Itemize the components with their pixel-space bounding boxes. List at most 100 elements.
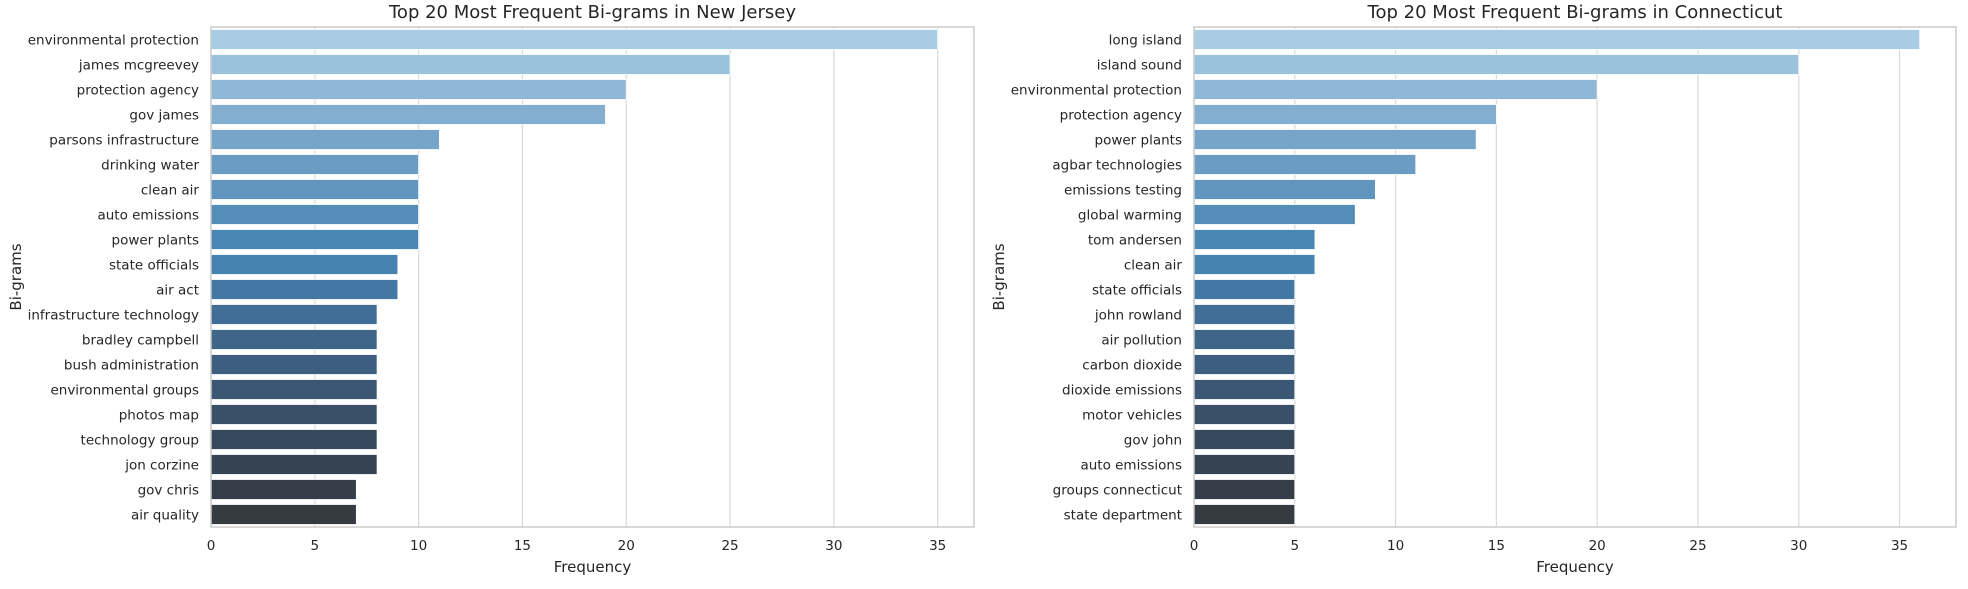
y-tick-label: parsons infrastructure <box>49 133 199 149</box>
y-tick-label: gov james <box>129 108 199 124</box>
x-tick-label: 25 <box>721 538 738 554</box>
bar <box>1193 279 1296 300</box>
x-tick-label: 15 <box>514 538 531 554</box>
y-axis-label: Bi-grams <box>990 243 1008 310</box>
bar <box>1193 29 1921 50</box>
bar <box>1193 229 1316 250</box>
y-tick-label: agbar technologies <box>1052 158 1182 174</box>
x-tick-label: 35 <box>929 538 946 554</box>
bar <box>1193 379 1296 400</box>
y-tick-label: gov john <box>1124 433 1182 449</box>
bar <box>1193 404 1296 425</box>
bar <box>210 404 378 425</box>
y-axis-label: Bi-grams <box>7 243 25 310</box>
x-tick-label: 10 <box>1387 538 1404 554</box>
bar <box>210 329 378 350</box>
bar <box>1193 329 1296 350</box>
x-tick-label: 15 <box>1488 538 1505 554</box>
bar <box>1193 429 1296 450</box>
x-tick-label: 35 <box>1891 538 1908 554</box>
x-tick-label: 0 <box>207 538 216 554</box>
y-tick-label: tom andersen <box>1088 233 1182 249</box>
x-axis-label: Frequency <box>1536 558 1614 576</box>
x-tick-label: 0 <box>1190 538 1199 554</box>
y-tick-label: island sound <box>1097 58 1182 74</box>
y-tick-label: state officials <box>109 258 199 274</box>
y-tick-label: protection agency <box>1060 108 1182 124</box>
bar <box>1193 179 1376 200</box>
x-tick-label: 20 <box>1589 538 1606 554</box>
bar <box>210 454 378 475</box>
chart-nj: environmental protection james mcgreevey p… <box>7 2 975 576</box>
y-tick-label: photos map <box>119 408 199 424</box>
bar <box>210 479 357 500</box>
bar <box>1193 454 1296 475</box>
y-tick-label: emissions testing <box>1064 183 1182 199</box>
bar <box>210 104 606 125</box>
y-tick-label: global warming <box>1078 208 1182 224</box>
y-tick-label: james mcgreevey <box>78 58 199 74</box>
plot-frame <box>210 26 975 528</box>
y-tick-label: long island <box>1109 33 1182 49</box>
y-tick-label: state officials <box>1092 283 1182 299</box>
y-tick-label: protection agency <box>77 83 199 99</box>
bar <box>1193 304 1296 325</box>
bar <box>210 429 378 450</box>
bar <box>1193 354 1296 375</box>
x-tick-label: 10 <box>410 538 427 554</box>
y-tick-label: auto emissions <box>97 208 199 224</box>
bar <box>210 504 357 525</box>
bar <box>210 54 731 75</box>
bar <box>210 304 378 325</box>
y-tick-label: carbon dioxide <box>1082 358 1182 374</box>
y-tick-label: air act <box>156 283 199 299</box>
y-tick-label: state department <box>1064 508 1182 524</box>
bar <box>210 354 378 375</box>
x-tick-label: 30 <box>825 538 842 554</box>
y-tick-label: auto emissions <box>1080 458 1182 474</box>
y-tick-label: environmental protection <box>28 33 199 49</box>
x-tick-label: 25 <box>1689 538 1706 554</box>
bar <box>1193 479 1296 500</box>
bar <box>210 129 440 150</box>
bar <box>1193 129 1477 150</box>
bar <box>210 179 420 200</box>
y-tick-label: bush administration <box>64 358 199 374</box>
y-tick-label: environmental protection <box>1011 83 1182 99</box>
y-tick-label: drinking water <box>101 158 199 174</box>
bar <box>1193 104 1497 125</box>
bar <box>210 379 378 400</box>
y-tick-label: infrastructure technology <box>28 308 199 324</box>
y-tick-label: gov chris <box>138 483 199 499</box>
bar <box>1193 254 1316 275</box>
y-tick-label: air quality <box>131 508 199 524</box>
bar <box>210 79 627 100</box>
bar <box>1193 204 1356 225</box>
chart-title: Top 20 Most Frequent Bi-grams in Connect… <box>1367 2 1783 23</box>
bar <box>210 204 420 225</box>
x-tick-label: 30 <box>1790 538 1807 554</box>
y-tick-label: clean air <box>141 183 200 199</box>
y-tick-label: air pollution <box>1101 333 1182 349</box>
bar <box>210 254 399 275</box>
y-tick-label: john rowland <box>1094 308 1182 324</box>
x-axis-label: Frequency <box>554 558 632 576</box>
chart-ct: long island island sound environmental pro… <box>990 2 1957 576</box>
y-tick-label: environmental groups <box>50 383 199 399</box>
y-tick-label: motor vehicles <box>1082 408 1182 424</box>
y-tick-label: power plants <box>1095 133 1183 149</box>
bar <box>210 29 939 50</box>
bar <box>1193 79 1598 100</box>
bar <box>210 279 399 300</box>
y-tick-label: bradley campbell <box>82 333 199 349</box>
x-tick-label: 5 <box>1290 538 1299 554</box>
bar <box>1193 54 1800 75</box>
x-tick-label: 5 <box>311 538 320 554</box>
y-tick-label: dioxide emissions <box>1062 383 1182 399</box>
bar <box>1193 504 1296 525</box>
bar <box>210 229 420 250</box>
y-tick-label: jon corzine <box>124 458 199 474</box>
chart-title: Top 20 Most Frequent Bi-grams in New Jer… <box>388 2 796 23</box>
y-tick-label: groups connecticut <box>1053 483 1182 499</box>
